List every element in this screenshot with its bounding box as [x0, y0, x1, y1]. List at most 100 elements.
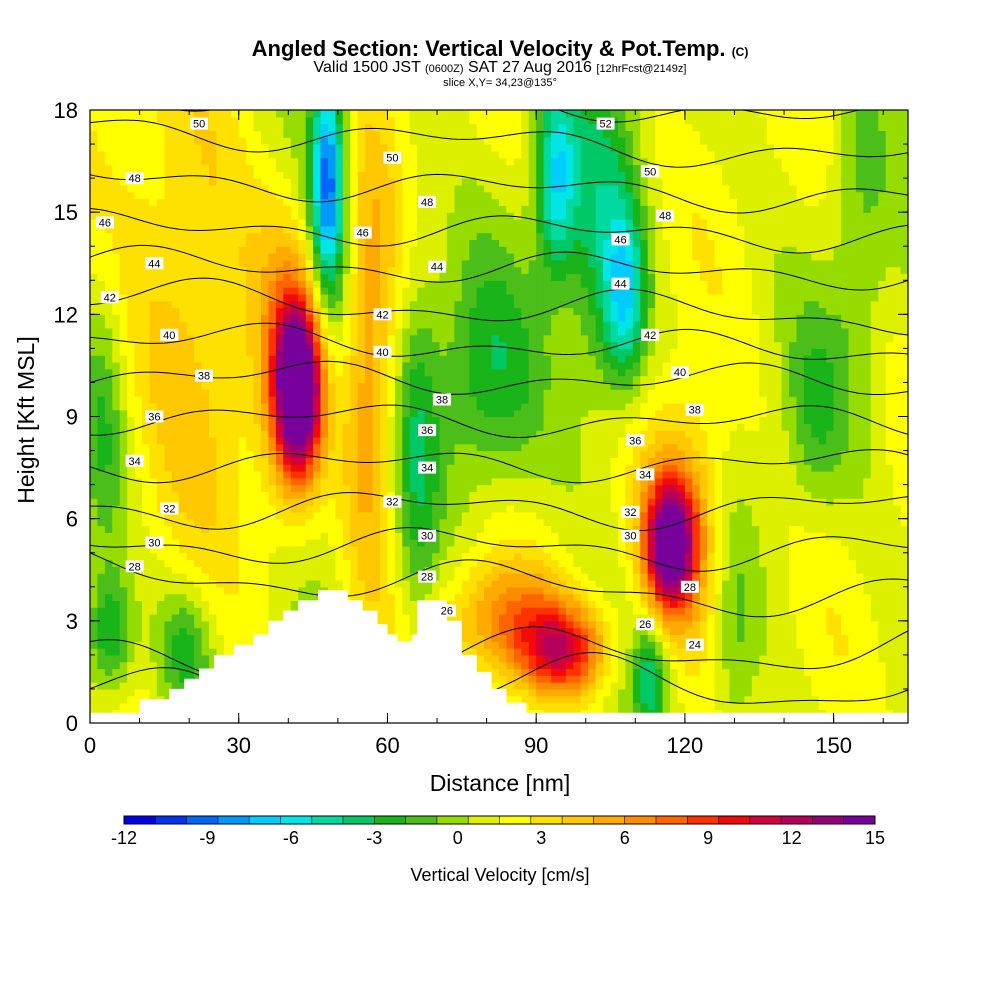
velocity-cell	[186, 484, 195, 492]
velocity-cell	[209, 566, 217, 574]
velocity-cell	[439, 443, 448, 452]
velocity-cell	[119, 280, 128, 288]
velocity-cell	[283, 368, 292, 377]
velocity-cell	[350, 518, 359, 527]
velocity-cell	[186, 212, 195, 220]
velocity-cell	[328, 300, 336, 309]
velocity-cell	[357, 559, 366, 567]
velocity-cell	[380, 436, 388, 445]
velocity-cell	[298, 184, 307, 193]
velocity-cell	[194, 668, 203, 676]
velocity-cell	[365, 348, 374, 356]
velocity-cell	[476, 389, 485, 397]
velocity-cell	[372, 225, 381, 234]
velocity-cell	[246, 253, 255, 261]
velocity-cell	[216, 580, 225, 588]
velocity-cell	[484, 627, 493, 635]
velocity-cell	[179, 259, 188, 268]
velocity-cell	[394, 559, 403, 567]
velocity-cell	[446, 511, 455, 520]
velocity-cell	[134, 321, 143, 329]
velocity-cell	[335, 484, 344, 492]
velocity-cell	[246, 457, 255, 465]
velocity-cell	[112, 675, 121, 683]
velocity-cell	[156, 171, 165, 179]
velocity-cell	[216, 532, 225, 540]
velocity-cell	[365, 443, 374, 452]
velocity-cell	[179, 205, 188, 213]
velocity-cell	[194, 178, 203, 186]
velocity-cell	[119, 164, 128, 172]
velocity-cell	[238, 191, 247, 200]
velocity-cell	[97, 593, 106, 601]
velocity-cell	[328, 266, 336, 275]
velocity-cell	[380, 532, 388, 540]
velocity-cell	[223, 505, 232, 513]
velocity-cell	[186, 559, 195, 567]
velocity-cell	[461, 511, 470, 520]
velocity-cell	[179, 144, 188, 152]
velocity-cell	[402, 423, 411, 431]
velocity-cell	[134, 430, 143, 438]
velocity-cell	[194, 191, 203, 200]
velocity-cell	[149, 219, 158, 227]
velocity-cell	[484, 382, 493, 390]
velocity-cell	[417, 239, 426, 247]
velocity-cell	[387, 416, 396, 424]
velocity-cell	[283, 205, 292, 213]
velocity-cell	[179, 150, 188, 159]
velocity-cell	[149, 552, 158, 561]
velocity-cell	[90, 450, 98, 458]
velocity-cell	[179, 471, 188, 479]
velocity-cell	[320, 396, 329, 404]
velocity-cell	[476, 539, 485, 547]
velocity-cell	[394, 280, 403, 288]
velocity-cell	[417, 150, 426, 159]
velocity-cell	[328, 157, 336, 166]
velocity-cell	[134, 573, 143, 581]
velocity-cell	[186, 382, 195, 390]
velocity-cell	[409, 600, 418, 608]
velocity-cell	[432, 443, 441, 452]
velocity-cell	[201, 348, 210, 356]
velocity-cell	[298, 436, 307, 445]
velocity-cell	[104, 471, 113, 479]
velocity-cell	[253, 116, 262, 125]
velocity-cell	[142, 293, 151, 302]
velocity-cell	[112, 627, 121, 635]
velocity-cell	[417, 293, 426, 302]
velocity-cell	[313, 164, 322, 172]
velocity-cell	[127, 212, 136, 220]
velocity-cell	[261, 559, 269, 567]
velocity-cell	[372, 205, 381, 213]
velocity-cell	[402, 532, 411, 540]
velocity-cell	[164, 198, 173, 206]
velocity-cell	[491, 436, 500, 445]
velocity-cell	[186, 205, 195, 213]
velocity-cell	[365, 375, 374, 383]
velocity-cell	[290, 280, 299, 288]
velocity-cell	[127, 300, 136, 309]
velocity-cell	[372, 573, 381, 581]
velocity-cell	[335, 382, 344, 390]
velocity-cell	[476, 205, 485, 213]
velocity-cell	[417, 368, 426, 377]
velocity-cell	[439, 328, 448, 336]
velocity-cell	[231, 212, 240, 220]
velocity-cell	[186, 314, 195, 322]
velocity-cell	[127, 695, 136, 704]
velocity-cell	[357, 484, 366, 492]
velocity-cell	[97, 648, 106, 656]
velocity-cell	[380, 212, 388, 220]
velocity-cell	[335, 457, 344, 465]
velocity-cell	[402, 362, 411, 370]
velocity-cell	[97, 253, 106, 261]
velocity-cell	[171, 150, 180, 159]
velocity-cell	[216, 171, 225, 179]
velocity-cell	[164, 341, 173, 349]
velocity-cell	[394, 314, 403, 322]
velocity-cell	[461, 566, 470, 574]
velocity-cell	[417, 362, 426, 370]
velocity-cell	[491, 423, 500, 431]
velocity-cell	[216, 396, 225, 404]
